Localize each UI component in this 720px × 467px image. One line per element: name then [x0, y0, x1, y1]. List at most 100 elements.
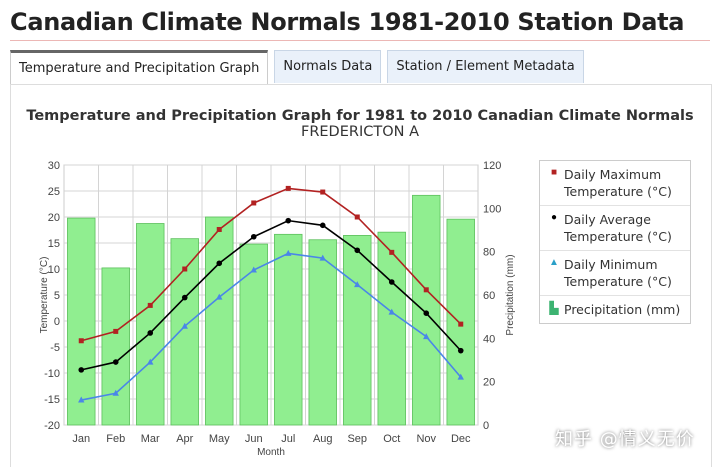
precipitation-bar — [101, 267, 130, 426]
max-temp-point — [285, 185, 291, 191]
max-temp-point — [182, 266, 188, 272]
tab-station-element-metadata[interactable]: Station / Element Metadata — [387, 50, 584, 83]
y-tick-right: 40 — [483, 333, 495, 345]
series-line-triangle — [81, 252, 462, 401]
avg-temp-point — [112, 359, 119, 365]
avg-temp-point — [457, 347, 464, 354]
chart-subtitle: FREDERICTON A — [301, 124, 419, 140]
min-temp-point — [285, 249, 292, 256]
avg-temp-point — [250, 233, 257, 240]
y-tick-left: -5 — [50, 342, 60, 354]
y-axis-label-right: Precipitation (mm) — [505, 254, 516, 335]
min-temp-point — [112, 389, 119, 396]
y-tick-right: 60 — [483, 290, 495, 302]
series-line-square — [81, 187, 462, 342]
y-tick-left: 5 — [54, 290, 60, 302]
y-tick-left: 10 — [48, 264, 60, 276]
max-temp-point — [251, 200, 257, 206]
legend-label: Daily Average Temperature (°C) — [564, 212, 672, 244]
min-temp-point — [319, 254, 326, 261]
x-tick-label: Oct — [383, 433, 400, 445]
circle-marker-icon: ● — [550, 212, 558, 223]
precipitation-bar — [377, 231, 406, 426]
page-title: Canadian Climate Normals 1981-2010 Stati… — [10, 8, 685, 36]
precipitation-bar — [274, 233, 303, 426]
legend-label: Daily Minimum Temperature (°C) — [564, 257, 672, 289]
y-tick-left: -10 — [44, 368, 60, 380]
legend-item-avg-temp[interactable]: ● Daily Average Temperature (°C) — [540, 206, 690, 251]
min-temp-point — [388, 308, 395, 315]
avg-temp-point — [319, 222, 326, 229]
avg-temp-point — [423, 310, 430, 317]
precipitation-bar — [343, 235, 372, 426]
legend-item-precipitation[interactable]: ▙ Precipitation (mm) — [540, 296, 690, 323]
bar-chart-icon: ▙ — [549, 301, 559, 315]
series-line-circle — [81, 219, 462, 371]
precipitation-bar — [205, 216, 234, 426]
chart-legend: ■ Daily Maximum Temperature (°C) ● Daily… — [539, 160, 691, 324]
y-tick-right: 0 — [483, 420, 489, 432]
tab-bar: Temperature and Precipitation Graph Norm… — [10, 50, 590, 84]
x-axis-label: Month — [257, 447, 285, 458]
x-tick-label: Jun — [245, 433, 263, 445]
legend-item-max-temp[interactable]: ■ Daily Maximum Temperature (°C) — [540, 161, 690, 206]
y-tick-left: 0 — [54, 316, 60, 328]
avg-temp-point — [147, 330, 154, 336]
avg-temp-point — [388, 279, 395, 285]
y-tick-right: 120 — [483, 160, 501, 172]
avg-temp-point — [181, 294, 188, 301]
precipitation-bar — [239, 243, 268, 426]
legend-label: Precipitation (mm) — [564, 302, 681, 317]
y-tick-left: -15 — [44, 394, 60, 406]
min-temp-point — [216, 293, 223, 300]
min-temp-point — [181, 322, 188, 329]
max-temp-point — [78, 338, 84, 344]
max-temp-point — [389, 249, 395, 255]
x-tick-label: Feb — [106, 433, 125, 445]
square-marker-icon: ■ — [550, 167, 558, 178]
tab-normals-data[interactable]: Normals Data — [274, 50, 382, 83]
chart-title: Temperature and Precipitation Graph for … — [26, 108, 693, 124]
precipitation-bar — [308, 239, 337, 426]
max-temp-point — [354, 214, 360, 220]
min-temp-point — [354, 281, 361, 288]
x-tick-label: Mar — [141, 433, 160, 445]
y-tick-right: 20 — [483, 377, 495, 389]
avg-temp-point — [354, 247, 361, 254]
y-tick-left: 25 — [48, 186, 60, 198]
x-tick-label: Jan — [72, 433, 90, 445]
min-temp-point — [78, 396, 85, 403]
legend-item-min-temp[interactable]: ▲ Daily Minimum Temperature (°C) — [540, 251, 690, 296]
x-tick-label: Apr — [176, 433, 193, 445]
y-tick-left: 30 — [48, 160, 60, 172]
avg-temp-point — [285, 217, 292, 224]
min-temp-point — [250, 266, 257, 273]
y-tick-left: -20 — [44, 420, 60, 432]
precipitation-bar — [67, 217, 96, 426]
max-temp-point — [147, 302, 153, 308]
min-temp-point — [457, 373, 464, 380]
max-temp-point — [113, 328, 119, 334]
x-tick-label: Dec — [451, 433, 471, 445]
tab-temperature-precipitation-graph[interactable]: Temperature and Precipitation Graph — [10, 50, 269, 84]
y-tick-right: 100 — [483, 203, 501, 215]
min-temp-point — [147, 358, 154, 365]
title-divider — [10, 40, 710, 41]
max-temp-point — [458, 321, 464, 327]
max-temp-point — [320, 189, 326, 195]
y-tick-left: 15 — [48, 238, 60, 250]
avg-temp-point — [216, 260, 223, 267]
min-temp-point — [423, 333, 430, 340]
watermark: 知乎 @情义无价 — [555, 429, 695, 450]
triangle-marker-icon: ▲ — [549, 257, 559, 268]
x-tick-label: May — [209, 433, 230, 445]
y-tick-left: 20 — [48, 212, 60, 224]
max-temp-point — [423, 287, 429, 293]
x-tick-label: Aug — [313, 433, 333, 445]
precipitation-bar — [412, 194, 441, 426]
y-axis-label-left: Temperature (°C) — [39, 257, 50, 334]
legend-label: Daily Maximum Temperature (°C) — [564, 167, 672, 199]
x-tick-label: Sep — [347, 433, 367, 445]
x-tick-label: Jul — [281, 433, 295, 445]
